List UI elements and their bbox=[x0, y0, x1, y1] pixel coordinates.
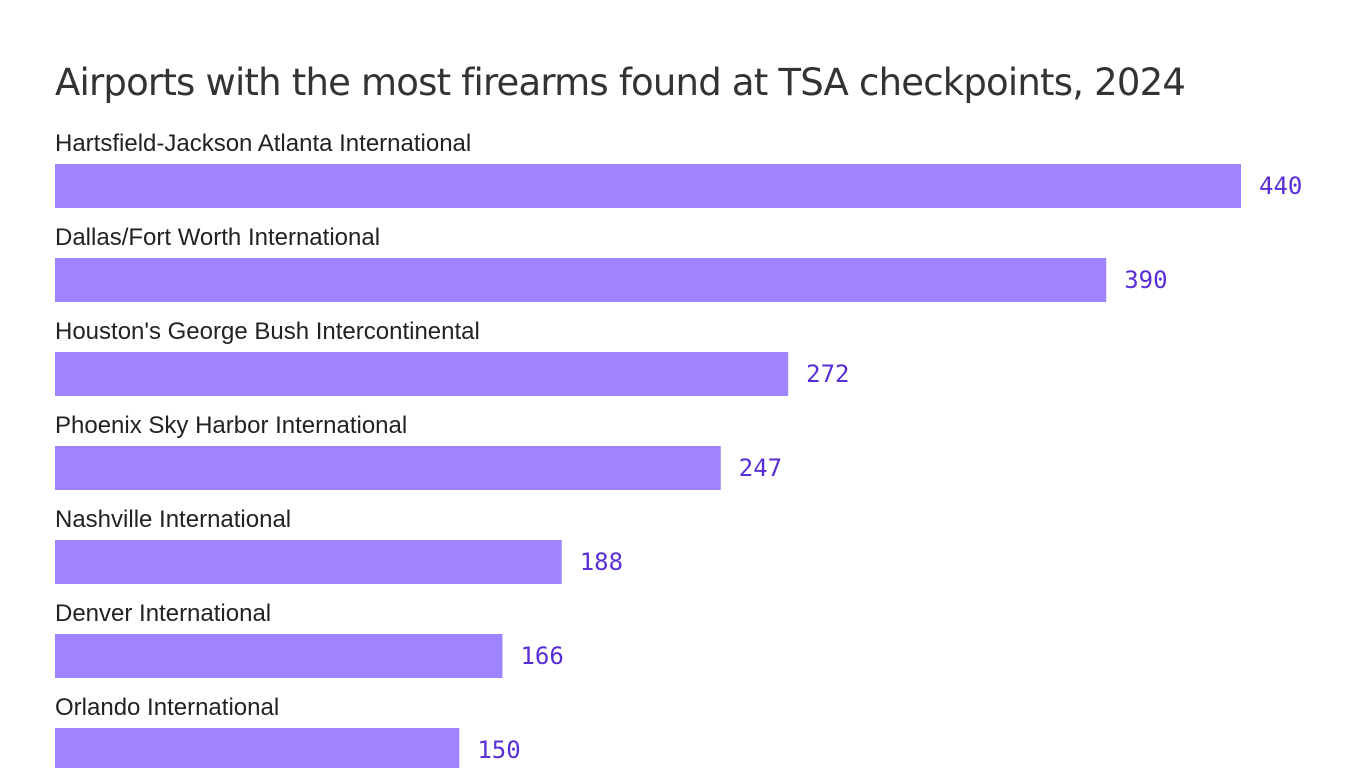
value-label: 166 bbox=[520, 642, 563, 670]
chart-title: Airports with the most firearms found at… bbox=[55, 61, 1185, 104]
category-label: Hartsfield-Jackson Atlanta International bbox=[55, 130, 471, 157]
value-label: 150 bbox=[477, 736, 520, 764]
value-label: 188 bbox=[580, 548, 623, 576]
bar bbox=[55, 634, 503, 678]
category-label: Phoenix Sky Harbor International bbox=[55, 412, 407, 439]
value-label: 247 bbox=[739, 454, 782, 482]
category-label: Dallas/Fort Worth International bbox=[55, 224, 380, 251]
value-label: 272 bbox=[806, 360, 849, 388]
bar bbox=[55, 446, 721, 490]
category-label: Orlando International bbox=[55, 694, 279, 721]
value-label: 390 bbox=[1124, 266, 1167, 294]
bar bbox=[55, 352, 789, 396]
bar bbox=[55, 540, 562, 584]
bar bbox=[55, 164, 1241, 208]
bar bbox=[55, 258, 1107, 302]
bar bbox=[55, 728, 460, 768]
category-label: Nashville International bbox=[55, 506, 291, 533]
category-label: Houston's George Bush Intercontinental bbox=[55, 318, 480, 345]
value-label: 440 bbox=[1259, 172, 1302, 200]
category-label: Denver International bbox=[55, 600, 271, 627]
